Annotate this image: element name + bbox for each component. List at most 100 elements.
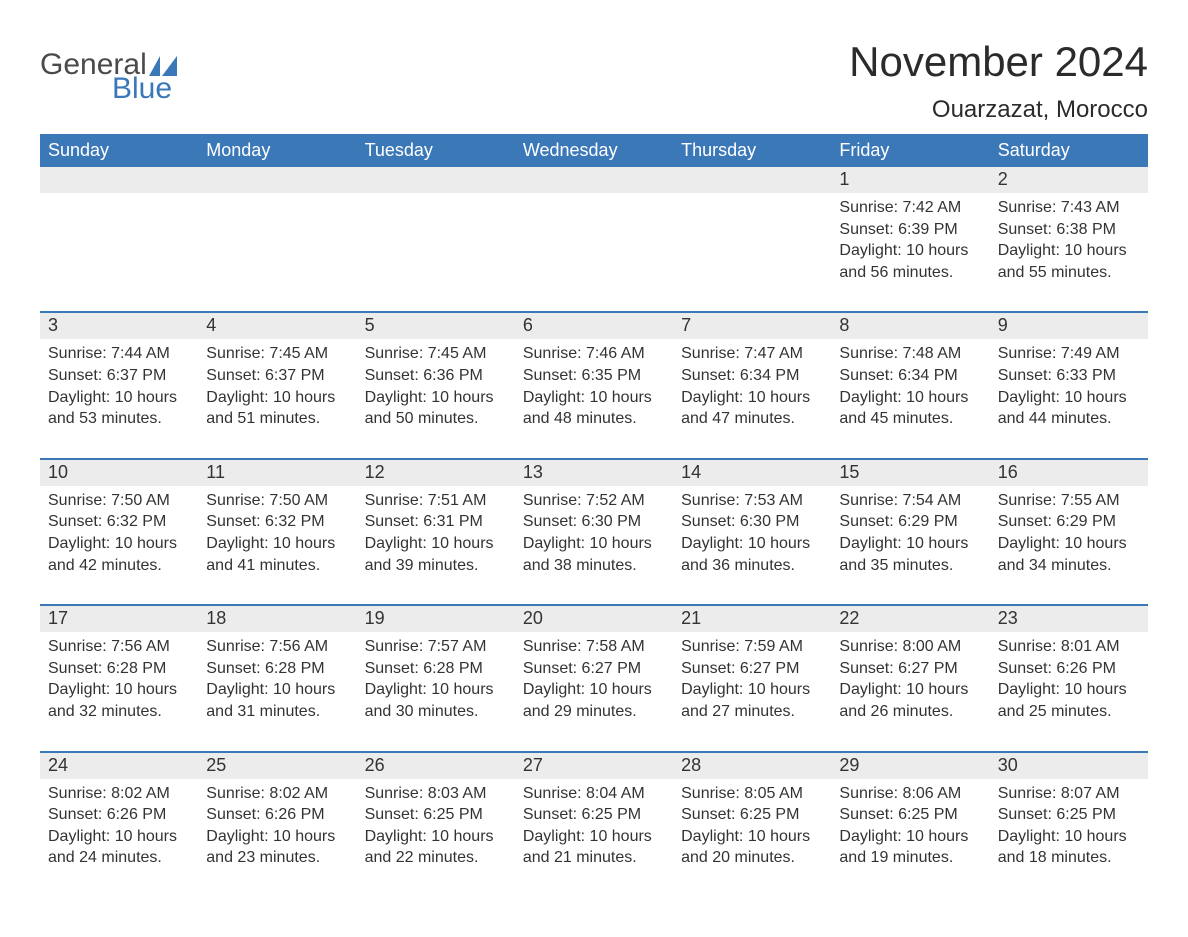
daylight-line: Daylight: 10 hours and 47 minutes. bbox=[681, 387, 823, 430]
logo-text-blue: Blue bbox=[112, 74, 177, 104]
calendar-day-cell: 10 Sunrise: 7:50 AMSunset: 6:32 PMDayligh… bbox=[40, 459, 198, 605]
daylight-line: Daylight: 10 hours and 21 minutes. bbox=[523, 826, 665, 869]
daylight-line: Daylight: 10 hours and 34 minutes. bbox=[998, 533, 1140, 576]
sunset-line: Sunset: 6:25 PM bbox=[365, 804, 507, 826]
sunrise-line: Sunrise: 7:42 AM bbox=[839, 197, 981, 219]
location-subtitle: Ouarzazat, Morocco bbox=[849, 96, 1148, 124]
sunset-line: Sunset: 6:26 PM bbox=[48, 804, 190, 826]
daylight-line: Daylight: 10 hours and 20 minutes. bbox=[681, 826, 823, 869]
day-number: 10 bbox=[40, 460, 198, 486]
calendar-day-cell: 27Sunrise: 8:04 AMSunset: 6:25 PMDayligh… bbox=[515, 752, 673, 897]
day-data: Sunrise: 8:07 AMSunset: 6:25 PMDaylight:… bbox=[990, 779, 1148, 897]
calendar-day-cell: 30Sunrise: 8:07 AMSunset: 6:25 PMDayligh… bbox=[990, 752, 1148, 897]
day-header-row: Sunday Monday Tuesday Wednesday Thursday… bbox=[40, 134, 1148, 167]
daylight-line: Daylight: 10 hours and 45 minutes. bbox=[839, 387, 981, 430]
day-number: 29 bbox=[831, 753, 989, 779]
sunrise-line: Sunrise: 8:01 AM bbox=[998, 636, 1140, 658]
calendar-day-cell: 28 Sunrise: 8:05 AMSunset: 6:25 PMDayligh… bbox=[673, 752, 831, 897]
day-data: Sunrise: 7:47 AMSunset: 6:34 PMDaylight:… bbox=[673, 339, 831, 457]
calendar-day-cell: 29Sunrise: 8:06 AMSunset: 6:25 PMDayligh… bbox=[831, 752, 989, 897]
sunset-line: Sunset: 6:37 PM bbox=[48, 365, 190, 387]
day-number: 7 bbox=[673, 313, 831, 339]
calendar-week-row: 24Sunrise: 8:02 AMSunset: 6:26 PMDayligh… bbox=[40, 752, 1148, 897]
calendar-day-cell: 17Sunrise: 7:56 AMSunset: 6:28 PMDayligh… bbox=[40, 605, 198, 751]
daylight-line: Daylight: 10 hours and 35 minutes. bbox=[839, 533, 981, 576]
day-data: Sunrise: 7:56 AMSunset: 6:28 PMDaylight:… bbox=[40, 632, 198, 750]
day-number: 4 bbox=[198, 313, 356, 339]
sunset-line: Sunset: 6:25 PM bbox=[523, 804, 665, 826]
sunrise-line: Sunrise: 8:05 AM bbox=[681, 783, 823, 805]
day-number: 21 bbox=[673, 606, 831, 632]
daylight-line: Daylight: 10 hours and 50 minutes. bbox=[365, 387, 507, 430]
calendar-day-cell: 3Sunrise: 7:44 AMSunset: 6:37 PMDaylight… bbox=[40, 312, 198, 458]
sunrise-line: Sunrise: 7:46 AM bbox=[523, 343, 665, 365]
sunrise-line: Sunrise: 7:59 AM bbox=[681, 636, 823, 658]
sunrise-line: Sunrise: 7:47 AM bbox=[681, 343, 823, 365]
sunrise-line: Sunrise: 7:48 AM bbox=[839, 343, 981, 365]
brand-logo: General Blue bbox=[40, 50, 177, 104]
sunrise-line: Sunrise: 8:00 AM bbox=[839, 636, 981, 658]
calendar-day-cell: 19Sunrise: 7:57 AMSunset: 6:28 PMDayligh… bbox=[357, 605, 515, 751]
sunset-line: Sunset: 6:28 PM bbox=[206, 658, 348, 680]
day-number: 8 bbox=[831, 313, 989, 339]
sunset-line: Sunset: 6:29 PM bbox=[839, 511, 981, 533]
sunrise-line: Sunrise: 7:50 AM bbox=[206, 490, 348, 512]
day-number: 28 bbox=[673, 753, 831, 779]
sunrise-line: Sunrise: 7:55 AM bbox=[998, 490, 1140, 512]
sunset-line: Sunset: 6:26 PM bbox=[206, 804, 348, 826]
day-number: 23 bbox=[990, 606, 1148, 632]
day-number: 30 bbox=[990, 753, 1148, 779]
sunset-line: Sunset: 6:32 PM bbox=[48, 511, 190, 533]
calendar-day-cell bbox=[198, 167, 356, 312]
daylight-line: Daylight: 10 hours and 26 minutes. bbox=[839, 679, 981, 722]
day-data: Sunrise: 7:42 AMSunset: 6:39 PMDaylight:… bbox=[831, 193, 989, 311]
sunrise-line: Sunrise: 7:58 AM bbox=[523, 636, 665, 658]
day-header: Tuesday bbox=[357, 134, 515, 167]
sunrise-line: Sunrise: 7:56 AM bbox=[48, 636, 190, 658]
sunrise-line: Sunrise: 8:04 AM bbox=[523, 783, 665, 805]
daylight-line: Daylight: 10 hours and 27 minutes. bbox=[681, 679, 823, 722]
daylight-line: Daylight: 10 hours and 32 minutes. bbox=[48, 679, 190, 722]
calendar-day-cell: 20Sunrise: 7:58 AMSunset: 6:27 PMDayligh… bbox=[515, 605, 673, 751]
day-number: 17 bbox=[40, 606, 198, 632]
day-data: Sunrise: 7:58 AMSunset: 6:27 PMDaylight:… bbox=[515, 632, 673, 750]
day-data: Sunrise: 8:04 AMSunset: 6:25 PMDaylight:… bbox=[515, 779, 673, 897]
day-number bbox=[40, 167, 198, 193]
calendar-day-cell: 9Sunrise: 7:49 AMSunset: 6:33 PMDaylight… bbox=[990, 312, 1148, 458]
calendar-day-cell: 14Sunrise: 7:53 AMSunset: 6:30 PMDayligh… bbox=[673, 459, 831, 605]
day-data: Sunrise: 7:45 AMSunset: 6:36 PMDaylight:… bbox=[357, 339, 515, 457]
sunrise-line: Sunrise: 8:03 AM bbox=[365, 783, 507, 805]
daylight-line: Daylight: 10 hours and 51 minutes. bbox=[206, 387, 348, 430]
calendar-week-row: 1Sunrise: 7:42 AMSunset: 6:39 PMDaylight… bbox=[40, 167, 1148, 312]
day-header: Friday bbox=[831, 134, 989, 167]
calendar-day-cell: 1Sunrise: 7:42 AMSunset: 6:39 PMDaylight… bbox=[831, 167, 989, 312]
daylight-line: Daylight: 10 hours and 44 minutes. bbox=[998, 387, 1140, 430]
calendar-day-cell: 23Sunrise: 8:01 AMSunset: 6:26 PMDayligh… bbox=[990, 605, 1148, 751]
sunrise-line: Sunrise: 8:07 AM bbox=[998, 783, 1140, 805]
calendar-week-row: 10Sunrise: 7:50 AMSunset: 6:32 PMDayligh… bbox=[40, 459, 1148, 605]
day-number: 19 bbox=[357, 606, 515, 632]
daylight-line: Daylight: 10 hours and 31 minutes. bbox=[206, 679, 348, 722]
sunset-line: Sunset: 6:34 PM bbox=[839, 365, 981, 387]
calendar-table: Sunday Monday Tuesday Wednesday Thursday… bbox=[40, 134, 1148, 897]
sunset-line: Sunset: 6:30 PM bbox=[681, 511, 823, 533]
sunrise-line: Sunrise: 7:50 AM bbox=[48, 490, 190, 512]
day-number: 11 bbox=[198, 460, 356, 486]
daylight-line: Daylight: 10 hours and 42 minutes. bbox=[48, 533, 190, 576]
sunset-line: Sunset: 6:27 PM bbox=[523, 658, 665, 680]
sunrise-line: Sunrise: 7:57 AM bbox=[365, 636, 507, 658]
day-number bbox=[515, 167, 673, 193]
day-data: Sunrise: 7:45 AMSunset: 6:37 PMDaylight:… bbox=[198, 339, 356, 457]
sunset-line: Sunset: 6:38 PM bbox=[998, 219, 1140, 241]
sunset-line: Sunset: 6:32 PM bbox=[206, 511, 348, 533]
daylight-line: Daylight: 10 hours and 30 minutes. bbox=[365, 679, 507, 722]
day-number bbox=[198, 167, 356, 193]
day-number: 20 bbox=[515, 606, 673, 632]
day-number: 5 bbox=[357, 313, 515, 339]
calendar-day-cell: 15Sunrise: 7:54 AMSunset: 6:29 PMDayligh… bbox=[831, 459, 989, 605]
sunset-line: Sunset: 6:25 PM bbox=[681, 804, 823, 826]
calendar-day-cell: 21Sunrise: 7:59 AMSunset: 6:27 PMDayligh… bbox=[673, 605, 831, 751]
day-number: 9 bbox=[990, 313, 1148, 339]
calendar-day-cell: 5Sunrise: 7:45 AMSunset: 6:36 PMDaylight… bbox=[357, 312, 515, 458]
sunset-line: Sunset: 6:26 PM bbox=[998, 658, 1140, 680]
